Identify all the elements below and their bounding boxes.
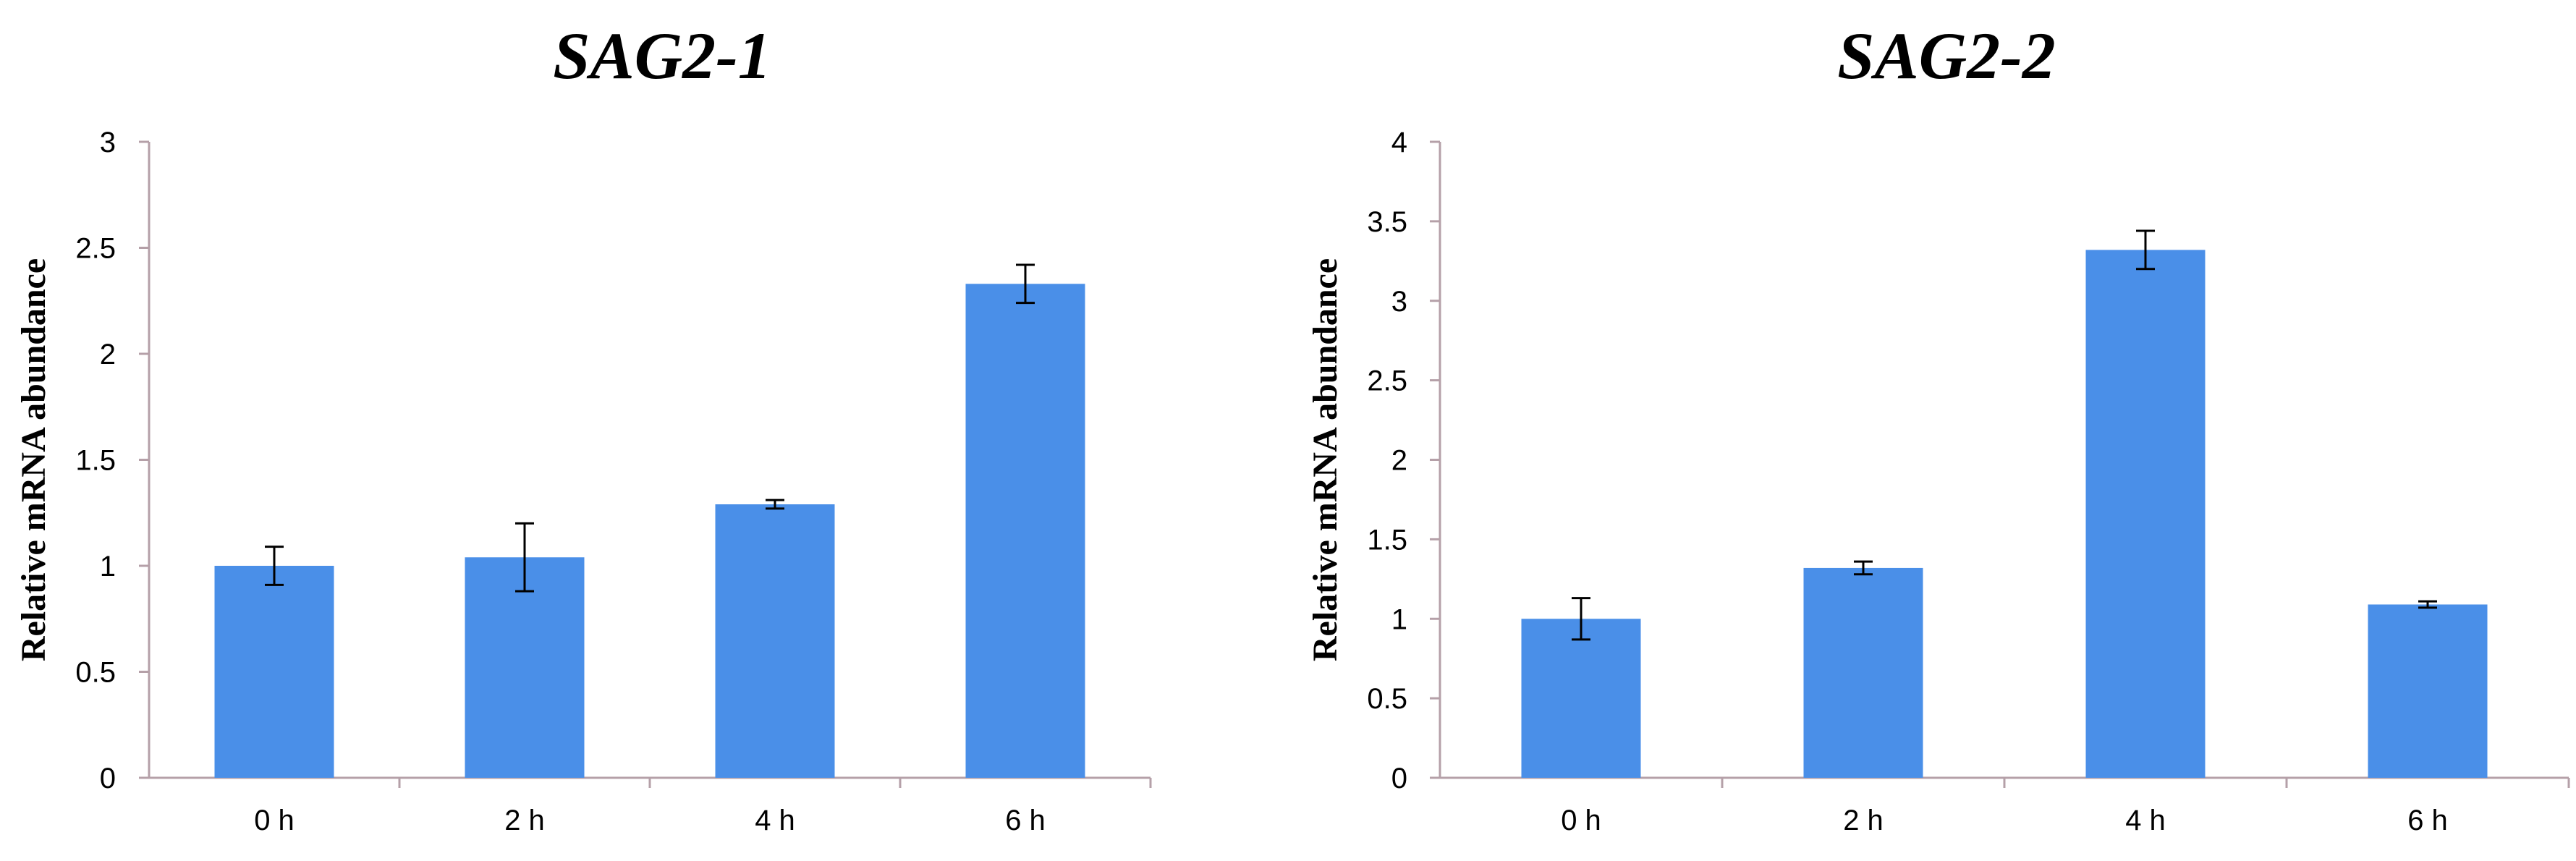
- bar-0h: [1521, 619, 1641, 778]
- y-tick-label: 2: [1391, 445, 1407, 477]
- y-axis-label: Relative mRNA abundance: [1306, 258, 1344, 661]
- y-tick-label: 2.5: [1367, 365, 1407, 397]
- y-tick-label: 4: [1391, 127, 1407, 158]
- x-tick-label: 0 h: [254, 805, 295, 836]
- bar-0h: [214, 566, 334, 778]
- x-tick-label: 6 h: [1005, 805, 1046, 836]
- chart-title: SAG2-1: [553, 19, 771, 93]
- bar-6h: [2368, 604, 2488, 778]
- x-tick-label: 2 h: [1843, 805, 1884, 836]
- x-tick-label: 2 h: [504, 805, 545, 836]
- y-tick-label: 2.5: [75, 233, 116, 265]
- x-tick-label: 4 h: [755, 805, 795, 836]
- bar-6h: [965, 284, 1085, 778]
- y-tick-label: 3.5: [1367, 206, 1407, 238]
- y-tick-label: 1: [1391, 603, 1407, 635]
- y-tick-label: 3: [100, 127, 116, 158]
- y-tick-label: 0: [100, 763, 116, 794]
- y-tick-label: 0.5: [75, 657, 116, 689]
- y-tick-label: 0: [1391, 763, 1407, 794]
- chart-1: SAG2-1 Relative mRNA abundance 0 0.5 1 1.5 2 2.…: [14, 19, 1152, 836]
- y-tick-label: 3: [1391, 286, 1407, 318]
- y-tick-label: 0.5: [1367, 683, 1407, 715]
- chart-2: SAG2-2 Relative mRNA abundance 0 0.5 1 1.5 2 2.…: [1306, 19, 2570, 836]
- y-tick-label: 2: [100, 339, 116, 370]
- bar-2h: [1803, 567, 1923, 778]
- y-tick-label: 1.5: [1367, 524, 1407, 556]
- y-tick-label: 1: [100, 551, 116, 582]
- bar-2h: [465, 557, 585, 778]
- x-tick-label: 0 h: [1561, 805, 1601, 836]
- y-tick-label: 1.5: [75, 445, 116, 477]
- x-tick-label: 4 h: [2125, 805, 2166, 836]
- chart-title: SAG2-2: [1837, 19, 2056, 93]
- x-tick-label: 6 h: [2407, 805, 2448, 836]
- bar-4h: [715, 504, 835, 778]
- bar-4h: [2085, 250, 2206, 778]
- y-axis-label: Relative mRNA abundance: [14, 258, 53, 661]
